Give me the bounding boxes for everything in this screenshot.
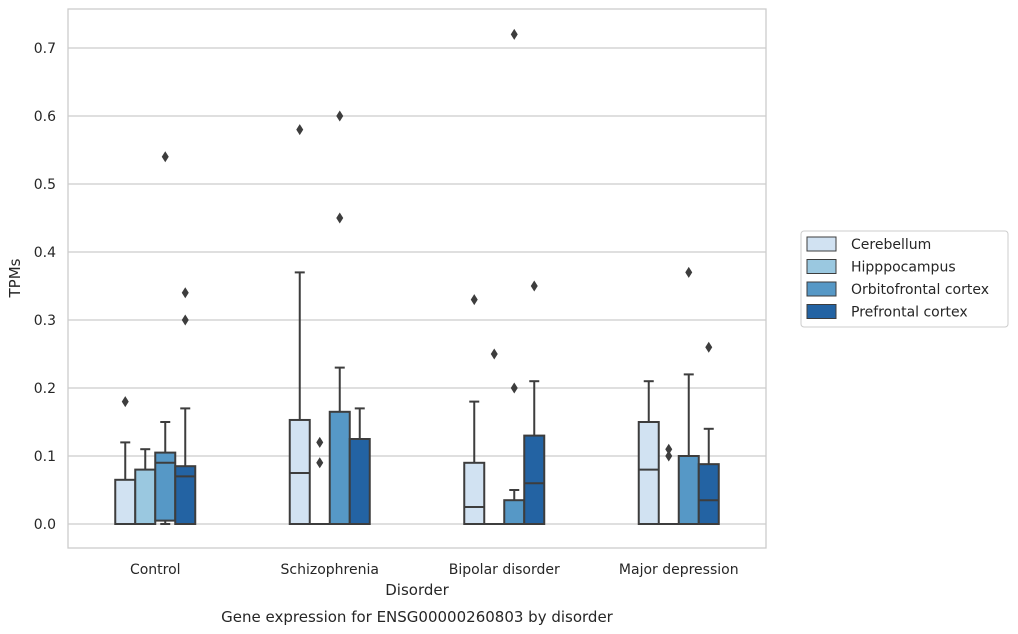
x-tick-label: Control (130, 562, 181, 578)
y-tick-label: 0.5 (34, 177, 56, 193)
box-1 (308, 436, 331, 526)
x-tick-label: Bipolar disorder (449, 562, 560, 578)
box-0 (637, 380, 660, 525)
x-tick-labels: Control Schizophrenia Bipolar disorder Majo… (130, 562, 739, 578)
legend-label: Prefrontal cortex (851, 305, 968, 321)
outlier-marker (161, 151, 169, 163)
y-tick-label: 0.4 (34, 245, 56, 261)
box (697, 463, 720, 526)
outlier-marker (490, 348, 498, 360)
box (288, 418, 311, 525)
y-tick-label: 0.7 (34, 41, 56, 57)
figure-caption: Gene expression for ENSG00000260803 by d… (221, 608, 614, 626)
box (637, 421, 660, 525)
box-1 (483, 348, 506, 526)
box-3 (174, 287, 197, 526)
box (174, 465, 197, 526)
box (134, 468, 157, 526)
outlier-marker (296, 124, 304, 136)
box-1 (134, 448, 157, 526)
x-axis-label: Disorder (385, 581, 449, 599)
box-0 (463, 294, 486, 525)
box (114, 478, 137, 525)
box (523, 434, 546, 526)
box-2 (677, 266, 700, 525)
legend-label: Orbitofrontal cortex (851, 282, 989, 298)
box-2 (154, 151, 177, 525)
x-tick-label: Schizophrenia (281, 562, 379, 578)
box (328, 410, 351, 525)
outlier-marker (181, 287, 189, 299)
outlier-marker (665, 443, 673, 455)
box-2 (328, 110, 351, 525)
legend-swatch (806, 281, 837, 297)
y-tick-label: 0.1 (34, 449, 56, 465)
legend-swatch (806, 304, 837, 319)
box-3 (348, 407, 371, 525)
outlier-marker (685, 266, 693, 278)
box (503, 499, 526, 526)
outlier-marker (470, 294, 478, 306)
outlier-marker (530, 280, 538, 292)
outlier-marker (336, 110, 344, 122)
y-tick-label: 0.6 (34, 109, 56, 125)
outlier-marker (336, 212, 344, 224)
box-0 (114, 396, 137, 525)
outlier-marker (316, 436, 324, 448)
legend-swatch (806, 236, 837, 252)
box-3 (523, 280, 546, 526)
legend-label: Hipppocampus (851, 260, 956, 276)
outlier-marker (121, 396, 129, 408)
y-axis-label: TPMs (6, 258, 24, 298)
y-tick-label: 0.0 (34, 517, 56, 533)
box (677, 455, 700, 525)
y-tick-label: 0.2 (34, 381, 56, 397)
legend-frame (800, 230, 1009, 328)
y-tick-labels: 0.0 0.1 0.2 0.3 0.4 0.5 0.6 0.7 (34, 41, 56, 533)
legend: Cerebellum Hipppocampus Orbitofrontal cort… (800, 230, 1009, 328)
outlier-marker (665, 450, 673, 462)
x-tick-label: Major depression (619, 562, 739, 578)
outlier-marker (181, 314, 189, 326)
box (348, 438, 371, 525)
plot-frame (67, 8, 767, 549)
y-tick-label: 0.3 (34, 313, 56, 329)
outlier-marker (510, 28, 518, 40)
outlier-marker (705, 341, 713, 353)
box-2 (503, 28, 526, 526)
box-0 (288, 124, 311, 525)
box-groups (114, 28, 720, 526)
legend-label: Cerebellum (851, 237, 931, 253)
box-3 (697, 341, 720, 526)
outlier-marker (316, 457, 324, 469)
legend-swatch (806, 259, 837, 274)
box (463, 461, 486, 525)
outlier-marker (510, 382, 518, 394)
